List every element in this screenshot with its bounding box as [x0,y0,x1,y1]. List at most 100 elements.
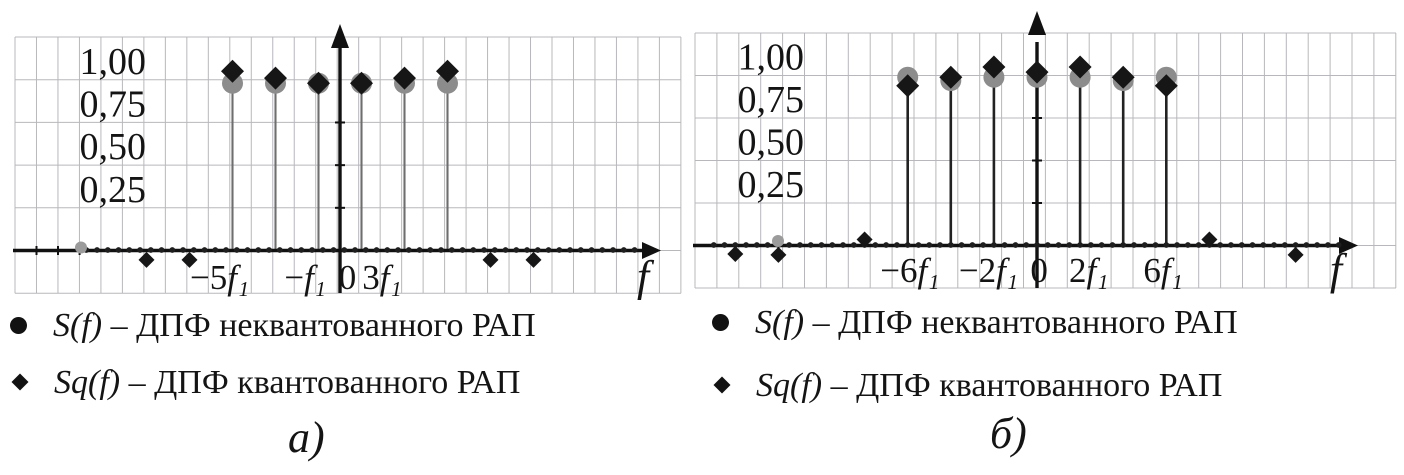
zero-sample-dot [1001,242,1008,248]
zero-sample-dot [588,247,595,253]
x-axis-label: f [1330,245,1348,294]
zero-sample-dot [491,247,498,253]
sq-marker [939,65,963,89]
zero-sample-dot [319,247,326,253]
sq-marker [982,55,1006,79]
zero-sample-dot [818,242,825,248]
zero-sample-dot [513,247,520,253]
zero-sample-dot [786,242,793,248]
sq-marker [1111,65,1135,89]
s-marker [222,72,243,94]
zero-sample-dot [1217,242,1224,248]
x-tick-label: −5f₁ [190,258,249,297]
zero-sample-dot [438,247,444,253]
zero-sample-dot [1228,242,1234,248]
zero-sample-dot [1131,242,1137,248]
zero-sample-dot [1184,242,1191,248]
zero-sample-dot [1012,242,1019,248]
zero-sample-dot [1281,242,1288,248]
sq-marker-small [727,246,744,262]
s-start-marker [75,241,87,254]
zero-sample-dot [1034,242,1040,248]
zero-sample-dot [255,247,262,253]
zero-sample-dot [1195,242,1202,248]
sq-marker-small [482,251,499,268]
zero-sample-dot [1238,242,1245,248]
caption-panel-b: б) [990,409,1027,458]
y-axis-arrow-icon [1028,11,1046,35]
zero-sample-dot [926,242,933,248]
y-tick-label: 0,75 [80,83,147,125]
zero-sample-dot [764,242,771,248]
zero-sample-dot [577,247,584,253]
panel-a-chart: 1,000,750,500,25−5f₁ −f₁ 0 3f₁ f [13,24,682,300]
zero-sample-dot [223,247,229,253]
sq-marker [393,66,416,90]
sq-marker [264,66,287,90]
zero-sample-dot [94,247,100,253]
y-tick-label: 1,00 [738,37,805,79]
y-axis-arrow-icon [331,24,349,48]
zero-sample-dot [958,242,965,248]
diamond-marker-icon [713,376,731,394]
zero-sample-dot [201,247,208,253]
zero-sample-dot [1249,242,1256,248]
sq-marker [896,74,920,98]
sq-marker-small [138,251,155,268]
sq-marker [307,71,330,95]
y-tick-label: 1,00 [80,41,147,83]
zero-sample-dot [534,247,541,253]
x-tick-label: 0 [1030,251,1048,290]
zero-sample-dot [427,247,434,253]
zero-sample-dot [352,247,358,253]
zero-sample-dot [212,247,219,253]
zero-sample-dot [115,247,122,253]
zero-sample-dot [991,242,997,248]
zero-sample-dot [395,247,401,253]
zero-sample-dot [937,242,943,248]
zero-sample-dot [883,242,890,248]
zero-sample-dot [904,242,911,248]
s-marker [437,72,458,94]
x-tick-label: 0 [339,258,357,297]
sq-marker-small [770,246,787,263]
sq-marker [1154,74,1178,98]
zero-sample-dot [158,247,165,253]
sq-marker [221,59,244,83]
zero-sample-dot [710,242,717,248]
legend-item-sq: Sq(f) – ДПФ квантованного РАП [11,362,520,404]
zero-sample-dot [1152,242,1159,248]
zero-sample-dot [330,247,337,253]
zero-sample-dot [1077,242,1083,248]
zero-sample-dot [1087,242,1094,248]
zero-sample-dot [807,242,814,248]
zero-sample-dot [1066,242,1073,248]
sq-marker-small [856,231,873,248]
legend-label: Sq(f) – ДПФ квантованного РАП [756,367,1223,404]
zero-sample-dot [104,247,111,253]
x-tick-label: 3f₁ [362,258,401,297]
zero-sample-dot [1271,242,1277,248]
x-tick-label: −f₁ [284,258,326,297]
zero-sample-dot [190,247,197,253]
zero-sample-dot [620,247,627,253]
zero-sample-dot [266,247,272,253]
zero-sample-dot [405,247,412,253]
zero-sample-dot [373,247,380,253]
zero-sample-dot [481,247,487,253]
sq-marker [436,59,459,83]
zero-sample-dot [1303,242,1310,248]
zero-sample-dot [1023,242,1030,248]
legend-item-s: S(f) – ДПФ неквантованного РАП [10,305,536,347]
zero-sample-dot [567,247,573,253]
zero-sample-dot [1314,242,1321,248]
zero-sample-dot [1098,242,1105,248]
zero-sample-dot [1109,242,1116,248]
zero-sample-dot [287,247,294,253]
zero-sample-dot [610,247,616,253]
zero-sample-dot [180,247,186,253]
zero-sample-dot [743,242,749,248]
sq-marker [350,71,373,95]
s-start-marker [772,235,784,247]
